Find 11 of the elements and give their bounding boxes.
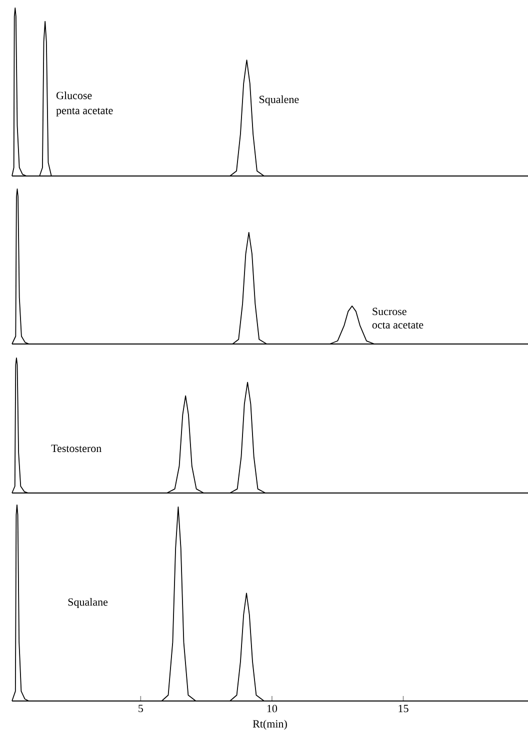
annotation: Testosteron bbox=[51, 444, 102, 452]
annotation: penta acetate bbox=[56, 108, 113, 116]
annotation: Squalane bbox=[68, 598, 108, 608]
annotation: Squalene bbox=[259, 95, 298, 106]
annotation: octa acetate bbox=[372, 322, 423, 329]
annotation: Sucrose bbox=[372, 308, 406, 316]
annotation: Glucose bbox=[56, 91, 92, 100]
x-axis-title: Rt(min) bbox=[252, 720, 287, 730]
x-tick-label: 15 bbox=[398, 704, 408, 712]
x-tick-label: 10 bbox=[267, 704, 277, 712]
x-tick-label: 5 bbox=[138, 704, 143, 712]
